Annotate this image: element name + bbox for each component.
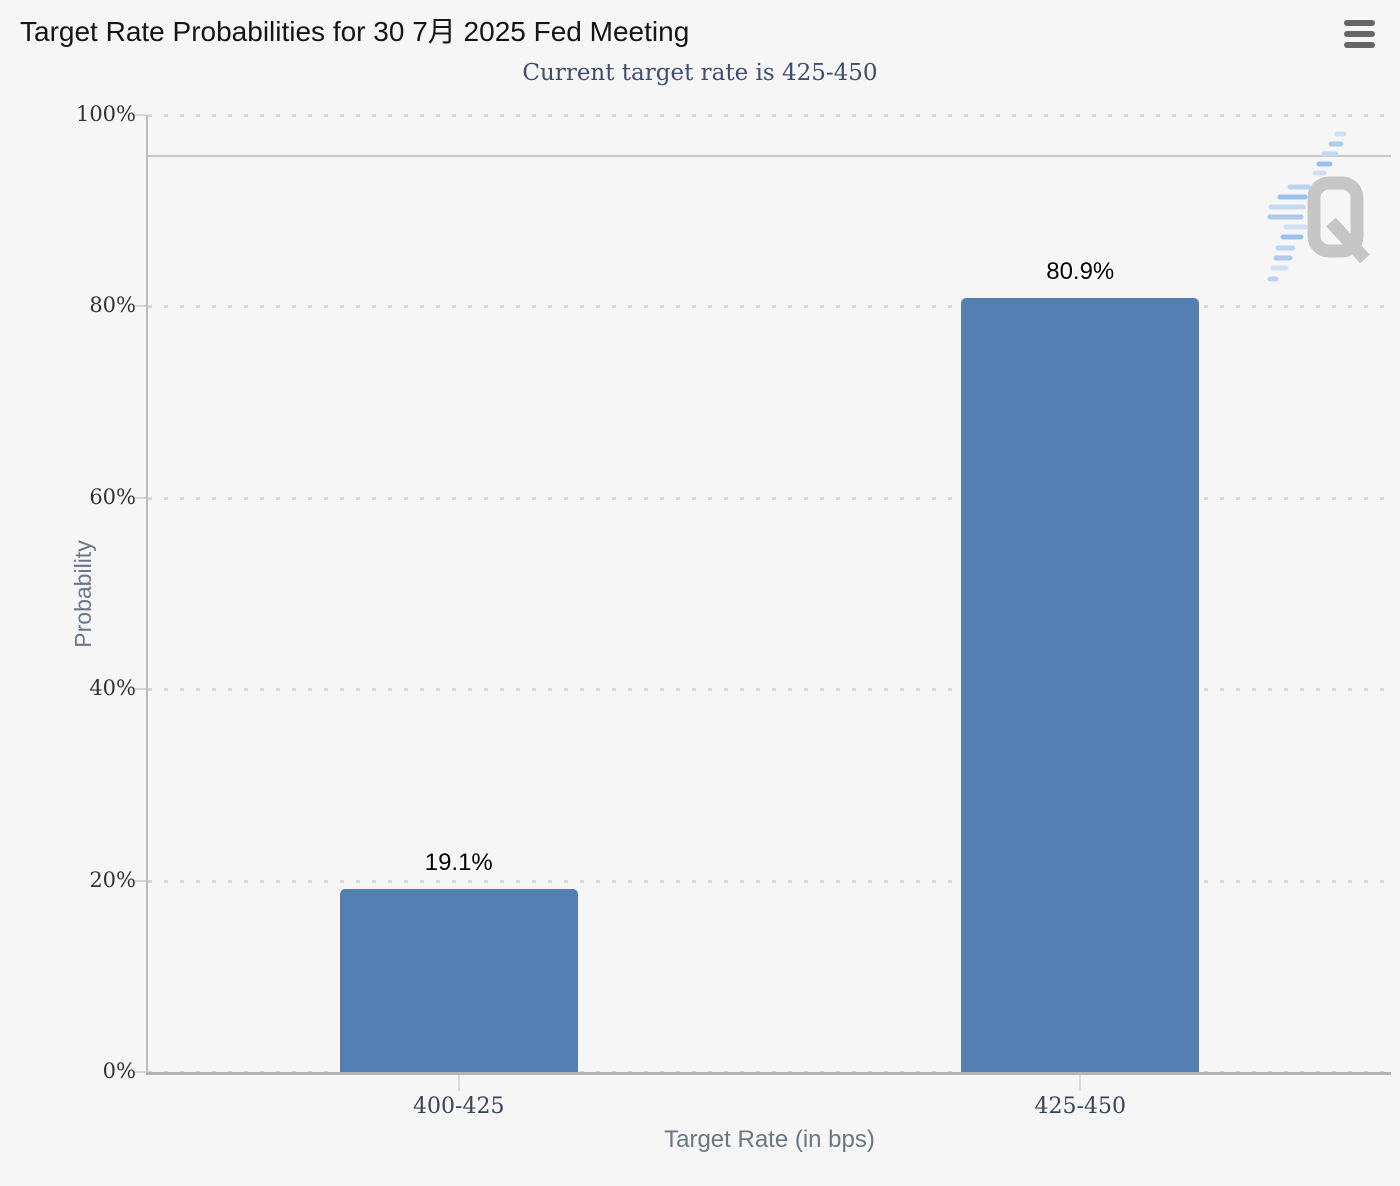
y-axis-tick (134, 879, 146, 882)
x-axis-tick (1079, 1075, 1082, 1091)
y-gridline (148, 305, 1391, 309)
bar-group: 80.9% 425-450 (770, 115, 1392, 1119)
x-axis-line (146, 1072, 1391, 1075)
bar-value-label: 80.9% (1046, 257, 1115, 285)
y-tick-label: 60% (89, 484, 136, 509)
y-tick-label: 20% (89, 867, 136, 892)
y-axis-tick (134, 688, 146, 691)
y-axis-title: Probability (70, 539, 97, 648)
y-tick-label: 0% (102, 1059, 136, 1083)
page-title: Target Rate Probabilities for 30 7月 2025… (20, 16, 690, 47)
x-category-label: 425-450 (1034, 1094, 1126, 1119)
y-axis-line (146, 115, 148, 1072)
bar-value-label: 19.1% (424, 849, 493, 877)
y-axis-tick (134, 305, 146, 308)
probability-bar[interactable] (339, 889, 578, 1072)
reference-line (148, 155, 1391, 158)
y-axis-tick (134, 114, 146, 116)
plot-area: Probability 19.1% 400-425 80.9% 425-450 0% 2… (70, 104, 1392, 1119)
x-axis-tick (457, 1075, 460, 1091)
hamburger-icon (1344, 31, 1375, 37)
y-gridline (148, 496, 1391, 500)
hamburger-menu-button[interactable] (1344, 18, 1378, 50)
y-tick-label: 80% (89, 293, 136, 318)
hamburger-icon (1344, 42, 1375, 48)
y-gridline (148, 114, 1391, 117)
y-gridline (148, 879, 1391, 883)
y-tick-label: 100% (75, 102, 136, 126)
hamburger-icon (1344, 20, 1375, 26)
y-gridline (148, 688, 1391, 692)
x-category-label: 400-425 (413, 1094, 505, 1119)
bar-group: 19.1% 400-425 (148, 115, 770, 1119)
y-tick-label: 40% (89, 676, 136, 701)
x-axis-title: Target Rate (in bps) (664, 1126, 875, 1153)
chart-subtitle: Current target rate is 425-450 (522, 60, 878, 86)
y-axis-tick (134, 1071, 146, 1073)
probability-bar[interactable] (961, 297, 1200, 1072)
y-axis-tick (134, 496, 146, 499)
